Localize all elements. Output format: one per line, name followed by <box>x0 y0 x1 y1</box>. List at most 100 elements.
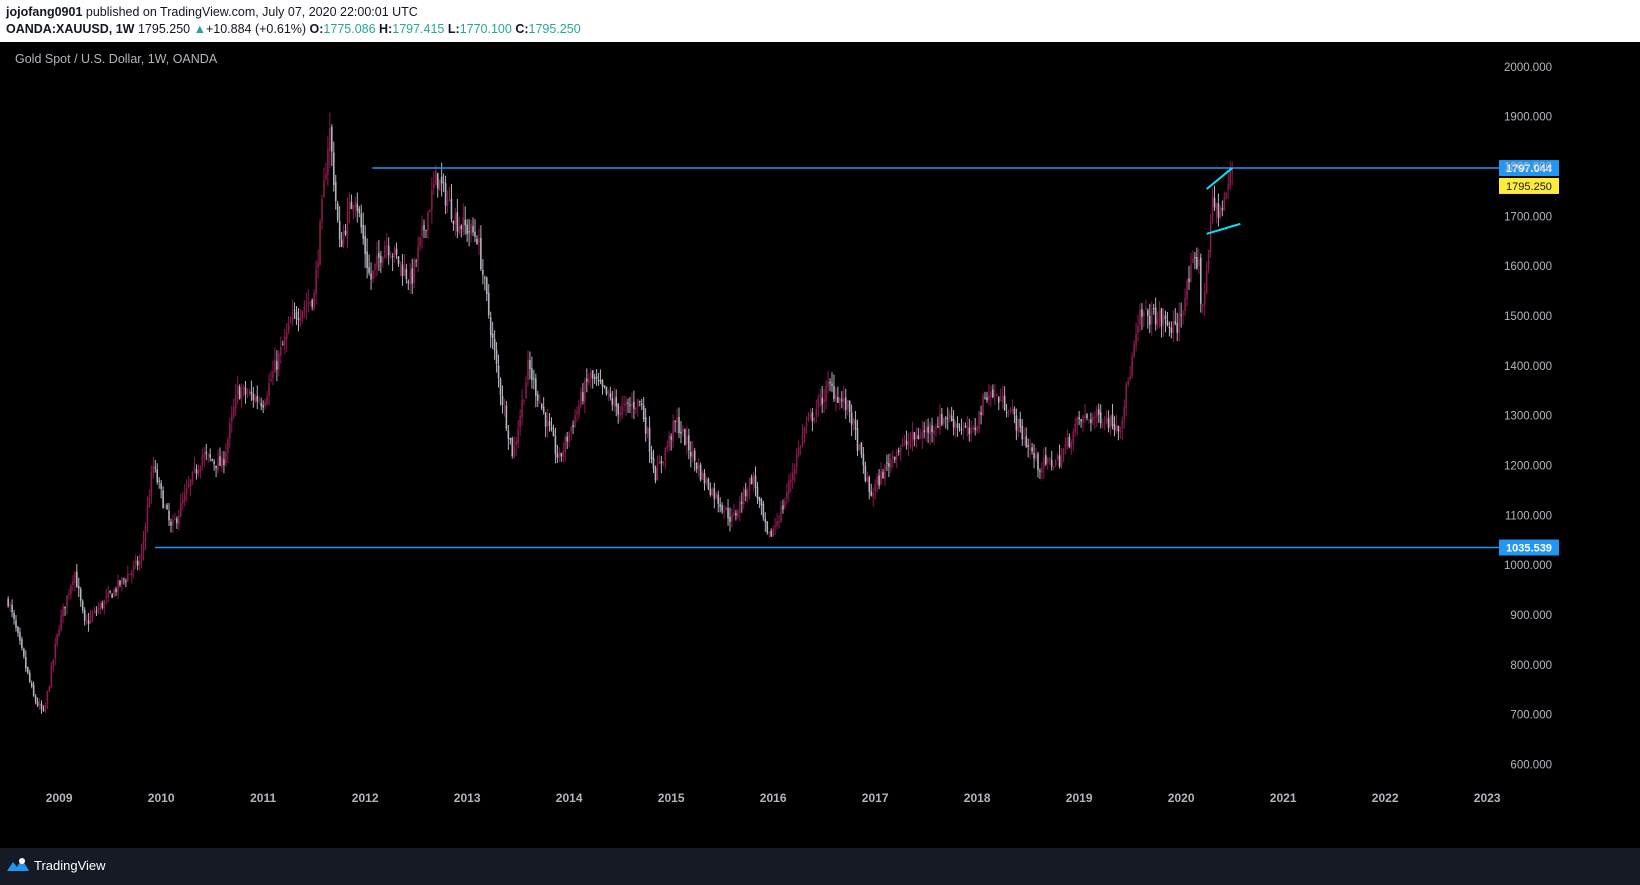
candle-body <box>925 427 927 433</box>
candle-body <box>93 610 96 613</box>
candle-body <box>1176 323 1179 333</box>
candle-body <box>721 505 723 512</box>
candle-body <box>790 479 792 483</box>
candle-body <box>586 378 588 382</box>
candle-body <box>66 595 68 607</box>
price-chart[interactable]: 1797.044 1035.539 1795.250 2000.000 1900.00… <box>0 42 1640 848</box>
x-tick-label: 2015 <box>658 791 685 805</box>
candle-body <box>464 219 466 226</box>
candle-body <box>254 396 257 402</box>
candle-body <box>972 427 975 430</box>
candle-body <box>542 406 545 413</box>
candle-body <box>715 493 718 498</box>
candle-body <box>521 399 523 418</box>
candle-body <box>962 427 965 429</box>
candle-body <box>189 480 192 487</box>
candle-body <box>1131 357 1133 376</box>
candle-body <box>1119 429 1122 432</box>
author-link[interactable]: jojofang0901 <box>6 5 83 19</box>
candle-body <box>334 181 337 202</box>
candle-body <box>733 512 735 516</box>
x-tick-label: 2017 <box>862 791 889 805</box>
candle-body <box>886 462 888 464</box>
candle-body <box>407 281 410 283</box>
candle-body <box>713 488 716 499</box>
candle-body <box>1023 437 1026 439</box>
candle-body <box>1009 410 1012 412</box>
candle-body <box>1229 171 1231 186</box>
candle-body <box>480 237 482 270</box>
candle-body <box>688 435 690 451</box>
candle-body <box>774 525 776 528</box>
chart-panel[interactable]: 1797.044 1035.539 1795.250 2000.000 1900.00… <box>0 42 1640 848</box>
tradingview-brand[interactable]: TradingView <box>34 858 106 873</box>
candle-body <box>1072 431 1075 444</box>
candle-body <box>631 403 633 407</box>
candle-body <box>1184 297 1186 312</box>
candle-body <box>587 379 590 383</box>
y-tick-label: 1800.000 <box>1504 162 1552 174</box>
candle-body <box>784 501 786 508</box>
candle-body <box>619 412 621 416</box>
candle-body <box>1231 167 1233 172</box>
candle-body <box>260 403 262 406</box>
candle-body <box>460 225 463 229</box>
candle-body <box>638 401 641 403</box>
candle-body <box>429 210 431 212</box>
candle-body <box>376 255 378 267</box>
candle-body <box>890 459 892 469</box>
candle-body <box>1164 315 1167 320</box>
candle-body <box>352 205 355 212</box>
candle-body <box>172 520 174 526</box>
candle-body <box>1121 419 1124 429</box>
candle-body <box>1166 320 1169 326</box>
candle-body <box>433 184 435 189</box>
candle-body <box>550 426 553 430</box>
candle-body <box>238 386 241 400</box>
candle-body <box>268 382 270 396</box>
candle-body <box>77 586 80 589</box>
candle-body <box>1025 436 1027 447</box>
y-tick-label: 800.000 <box>1510 660 1552 672</box>
candle-body <box>207 454 210 456</box>
y-tick-label: 700.000 <box>1510 710 1552 722</box>
price-label-box <box>1499 539 1559 556</box>
candle-body <box>1046 458 1049 463</box>
candle-body <box>754 475 757 488</box>
candle-body <box>507 430 510 439</box>
candle-body <box>185 488 188 494</box>
candle-body <box>519 416 521 428</box>
candle-body <box>864 465 867 481</box>
candle-body <box>782 505 784 510</box>
candle-body <box>982 395 984 416</box>
candle-body <box>417 246 419 261</box>
candle-body <box>1037 453 1039 471</box>
publish-line: jojofang0901 published on TradingView.co… <box>6 5 418 19</box>
candle-body <box>368 267 370 273</box>
candle-body <box>880 471 882 485</box>
candle-body <box>83 609 86 621</box>
candle-body <box>452 220 455 225</box>
candle-body <box>740 502 743 504</box>
candle-body <box>1066 437 1069 446</box>
candle-body <box>1007 413 1010 415</box>
candle-body <box>1196 257 1198 269</box>
candle-body <box>1158 310 1161 320</box>
candle-body <box>994 394 996 396</box>
close-label: C: <box>515 22 529 36</box>
candle-body <box>515 441 517 445</box>
candle-body <box>874 483 876 492</box>
candle-body <box>158 480 160 482</box>
candle-body <box>289 322 292 324</box>
candle-body <box>391 255 394 257</box>
symbol-name[interactable]: OANDA:XAUUSD, 1W <box>6 22 135 36</box>
candle-body <box>1035 454 1037 459</box>
tradingview-logo-icon[interactable] <box>6 856 30 874</box>
candle-body <box>976 427 978 432</box>
candle-body <box>7 598 9 606</box>
candle-body <box>356 203 359 211</box>
candle-body <box>640 403 643 406</box>
candle-body <box>1031 447 1033 452</box>
candle-body <box>556 453 559 458</box>
candle-body <box>462 216 465 232</box>
